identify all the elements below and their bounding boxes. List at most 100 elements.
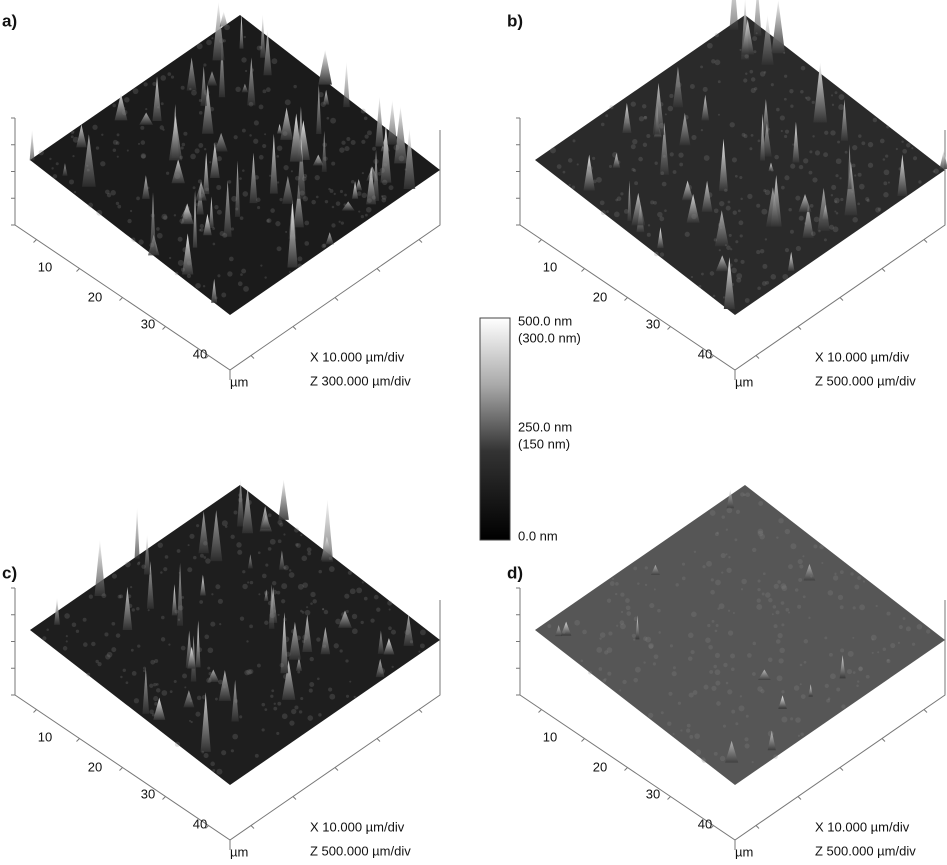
surface-grain	[74, 191, 76, 193]
surface-grain	[660, 171, 664, 175]
surface-grain	[673, 666, 676, 669]
surface-grain	[123, 669, 126, 672]
surface-grain	[745, 743, 750, 748]
surface-grain	[362, 581, 364, 583]
surface-grain	[707, 624, 710, 627]
surface-grain	[665, 113, 667, 115]
surface-grain	[205, 187, 209, 191]
surface-peak	[94, 540, 105, 596]
axis-tick-label: 20	[88, 759, 102, 774]
surface-grain	[339, 221, 341, 223]
surface-grain	[778, 658, 783, 663]
surface-grain	[262, 703, 266, 707]
surface-grain	[132, 671, 137, 676]
surface-grain	[289, 721, 294, 726]
surface-grain	[351, 140, 356, 145]
surface-grain	[258, 593, 260, 595]
surface-grain	[632, 634, 636, 638]
surface-grain	[321, 102, 326, 107]
surface-grain	[310, 657, 314, 661]
surface-grain	[746, 715, 749, 718]
surface-grain	[604, 678, 607, 681]
surface-grain	[322, 142, 327, 147]
surface-peak	[387, 100, 397, 144]
surface-grain	[197, 696, 202, 701]
surface-grain	[768, 657, 773, 662]
surface-grain	[200, 228, 204, 232]
surface-grain	[858, 134, 861, 137]
surface-grain	[300, 697, 303, 700]
surface-grain	[751, 134, 754, 137]
colorbar-label: 250.0 nm	[518, 419, 572, 434]
surface-grain	[740, 695, 742, 697]
surface-grain	[96, 210, 102, 216]
axis-unit: µm	[735, 844, 753, 859]
surface-grain	[582, 630, 587, 635]
axis-tick	[756, 356, 759, 359]
axis-tick	[798, 797, 801, 800]
surface-grain	[366, 207, 372, 213]
surface-grain	[840, 570, 844, 574]
surface-grain	[753, 642, 757, 646]
surface-grain	[700, 65, 703, 68]
surface-grain	[179, 219, 184, 224]
surface-grain	[232, 734, 238, 740]
surface-grain	[740, 198, 742, 200]
surface-grain	[296, 543, 301, 548]
surface-grain	[731, 283, 734, 286]
surface-grain	[204, 634, 209, 639]
surface-grain	[730, 122, 735, 127]
surface-grain	[278, 539, 282, 543]
surface-grain	[136, 196, 140, 200]
surface-grain	[262, 728, 265, 731]
surface-grain	[684, 115, 689, 120]
surface-grain	[100, 161, 105, 166]
surface-grain	[382, 180, 387, 185]
surface-grain	[883, 158, 886, 161]
surface-grain	[289, 572, 295, 578]
surface-grain	[804, 639, 808, 643]
surface-grain	[691, 612, 697, 618]
surface-grain	[711, 578, 714, 581]
surface-grain	[389, 185, 394, 190]
axis-tick	[77, 739, 80, 742]
panel-label: a)	[2, 11, 17, 30]
surface-grain	[659, 123, 665, 129]
axis-tick-label: 40	[698, 816, 712, 831]
surface-grain	[334, 643, 339, 648]
surface-grain	[796, 246, 801, 251]
surface-grain	[739, 220, 744, 225]
axis-tick	[882, 739, 885, 742]
surface-grain	[216, 185, 221, 190]
surface-grain	[828, 590, 834, 596]
surface-grain	[163, 215, 168, 220]
surface-grain	[759, 534, 765, 540]
surface-grain	[239, 715, 242, 718]
surface-grain	[610, 581, 615, 586]
surface-grain	[237, 550, 242, 555]
surface-grain	[122, 110, 128, 116]
surface-grain	[149, 684, 153, 688]
surface-grain	[276, 155, 279, 158]
surface-grain	[117, 156, 119, 158]
surface-grain	[734, 538, 737, 541]
surface-grain	[867, 199, 870, 202]
surface-grain	[784, 175, 789, 180]
axis-unit: µm	[735, 374, 753, 389]
surface-grain	[143, 670, 145, 672]
surface-grain	[187, 261, 192, 266]
surface-grain	[762, 281, 767, 286]
surface-grain	[752, 761, 754, 763]
surface-grain	[812, 101, 815, 104]
surface-grain	[213, 142, 217, 146]
surface-grain	[224, 24, 230, 30]
surface-grain	[779, 648, 785, 654]
surface-grain	[204, 148, 206, 150]
surface-grain	[715, 669, 721, 675]
surface-grain	[858, 666, 862, 670]
surface-grain	[701, 129, 703, 131]
surface-grain	[682, 577, 686, 581]
surface-grain	[719, 249, 721, 251]
surface-grain	[871, 635, 877, 641]
axis-tick-label: 40	[193, 346, 207, 361]
